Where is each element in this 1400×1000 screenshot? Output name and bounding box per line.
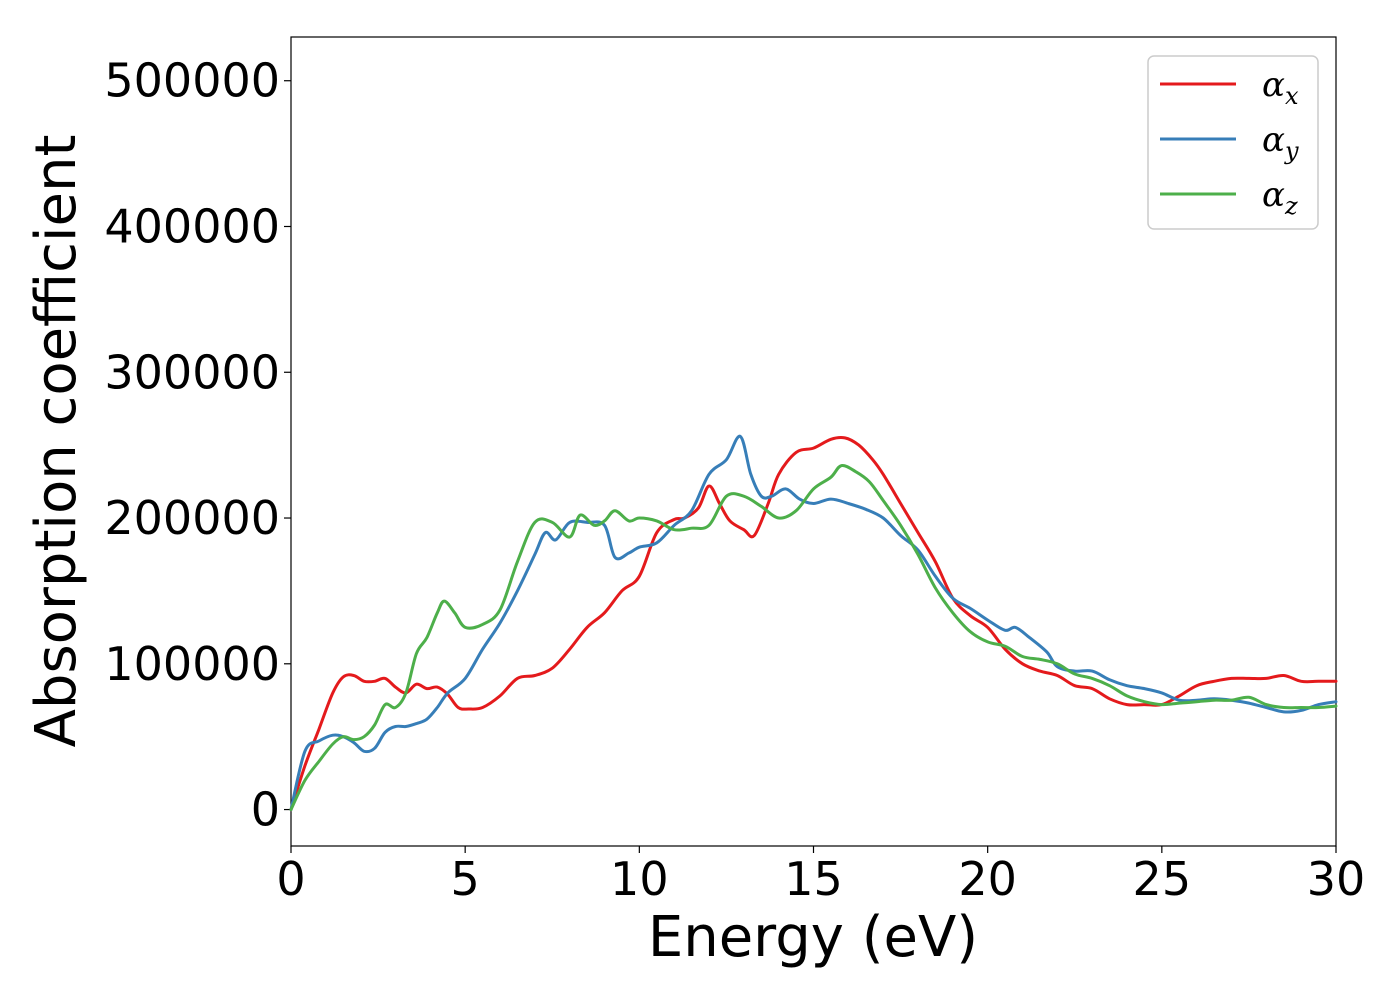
series-line-z — [289, 463, 1338, 812]
y-tick-label: 500000 — [104, 54, 280, 108]
y-tick-label: 0 — [251, 783, 280, 837]
legend-box — [1147, 55, 1319, 230]
y-tick-label: 300000 — [104, 345, 280, 399]
y-axis-label: Absorption coefficient — [24, 135, 89, 748]
series-lines — [289, 434, 1338, 812]
legend-symbol: α — [1262, 120, 1285, 160]
y-axis-ticks: 0 100000 200000 300000 400000 500000 — [104, 54, 291, 837]
x-tick-label: 5 — [451, 852, 480, 906]
x-tick-label: 25 — [1133, 852, 1192, 906]
y-tick-label: 200000 — [104, 491, 280, 545]
legend-subscript: z — [1284, 192, 1298, 220]
x-axis-label: Energy (eV) — [648, 905, 978, 970]
legend-symbol: α — [1262, 65, 1285, 105]
series-line-x — [289, 435, 1338, 812]
x-tick-label: 15 — [784, 852, 843, 906]
x-tick-label: 30 — [1307, 852, 1366, 906]
series-line-y — [289, 434, 1338, 812]
legend-label-x: αx — [1262, 65, 1299, 110]
x-tick-label: 10 — [610, 852, 669, 906]
legend-subscript: x — [1285, 82, 1299, 110]
legend-symbol: α — [1262, 175, 1285, 215]
legend-label-y: αy — [1262, 120, 1299, 165]
legend-label-z: αz — [1262, 175, 1298, 220]
x-axis-ticks: 0 5 10 15 20 25 30 — [276, 846, 1365, 906]
legend-subscript: y — [1284, 137, 1299, 165]
x-tick-label: 20 — [958, 852, 1017, 906]
x-tick-label: 0 — [276, 852, 305, 906]
y-tick-label: 100000 — [104, 637, 280, 691]
y-tick-label: 400000 — [104, 199, 280, 253]
